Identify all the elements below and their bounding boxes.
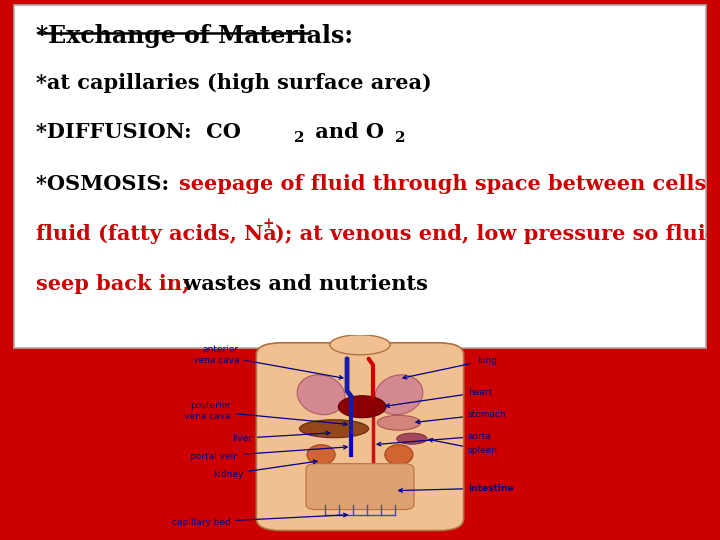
FancyBboxPatch shape [306,464,414,510]
Text: 2: 2 [294,131,305,145]
Ellipse shape [375,375,423,415]
Text: seep back in;: seep back in; [36,274,189,294]
FancyBboxPatch shape [14,5,706,348]
Text: intestine: intestine [399,484,513,492]
Ellipse shape [397,433,427,444]
Ellipse shape [300,420,369,438]
Text: fluid (fatty acids, Na: fluid (fatty acids, Na [36,224,276,244]
Text: ); at venous end, low pressure so fluid can: ); at venous end, low pressure so fluid … [275,224,720,244]
Text: anterior
vena cava: anterior vena cava [192,346,343,379]
Text: wastes and nutrients: wastes and nutrients [176,274,428,294]
Text: seepage of fluid through space between cells= tissue: seepage of fluid through space between c… [179,174,720,194]
Ellipse shape [377,415,420,430]
Ellipse shape [297,375,345,415]
Ellipse shape [338,396,386,418]
Text: capillary bed: capillary bed [171,513,347,526]
Text: *Exchange of Materials:: *Exchange of Materials: [36,24,353,48]
Text: lung: lung [403,356,497,379]
Ellipse shape [307,445,336,464]
Text: posterior
vena cava: posterior vena cava [184,401,347,426]
Text: liver: liver [232,431,330,443]
Text: portal vein: portal vein [190,446,347,461]
Text: *DIFFUSION:  CO: *DIFFUSION: CO [36,122,241,141]
Text: 2: 2 [395,131,405,145]
Ellipse shape [330,335,390,355]
Text: *OSMOSIS:: *OSMOSIS: [36,174,184,194]
Text: spleen: spleen [429,438,498,455]
Text: and O: and O [308,122,384,141]
Text: kidney: kidney [213,460,317,478]
Text: heart: heart [386,388,492,407]
FancyBboxPatch shape [256,343,464,531]
Text: stomach: stomach [416,410,507,424]
Ellipse shape [384,445,413,464]
Text: +: + [262,217,274,231]
Text: aorta: aorta [377,431,492,446]
Text: *at capillaries (high surface area): *at capillaries (high surface area) [36,73,432,93]
